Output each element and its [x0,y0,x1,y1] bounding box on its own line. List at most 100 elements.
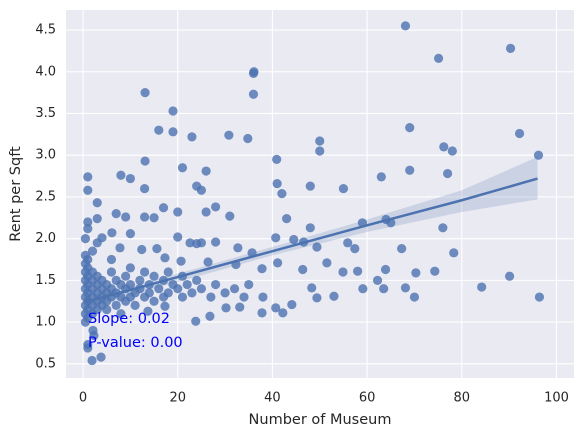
point [121,212,131,222]
point [196,284,207,294]
point [243,133,253,144]
point [271,233,281,243]
point [225,211,235,221]
point [211,237,221,247]
point [534,292,545,302]
point [312,293,322,303]
point [224,130,234,140]
point [244,279,254,290]
point [442,168,453,179]
point [187,132,197,142]
annotation: Slope: 0.02 [88,311,170,327]
point [149,213,159,223]
point [298,264,308,275]
point [96,352,106,362]
point [307,283,317,293]
point [203,257,213,267]
point [135,275,145,285]
point [258,292,268,302]
point [439,142,449,152]
y-axis-label: Rent per Sqft [8,146,24,242]
y-tick-label: 3.0 [35,148,56,163]
point [211,202,221,212]
point [139,183,150,194]
point [380,264,391,275]
point [312,242,322,252]
point [211,279,221,290]
x-axis-label: Number of Museum [249,412,392,428]
point [376,172,386,182]
point [143,306,153,316]
point [305,181,315,191]
point [87,355,97,366]
point [140,156,150,166]
point [149,271,159,281]
point [116,170,126,180]
point [130,300,140,311]
point [338,267,348,277]
point [149,296,159,306]
point [111,209,121,219]
point [83,185,93,195]
point [248,68,259,79]
point [89,330,99,341]
y-tick-label: 0.5 [35,356,56,371]
point [160,253,170,263]
point [272,154,282,164]
point [400,21,411,31]
point [177,292,188,302]
y-tick-label: 1.5 [35,273,56,288]
point [111,300,121,311]
point [257,308,267,318]
point [514,128,525,139]
y-tick-label: 2.0 [35,231,56,246]
point [125,263,135,273]
point [92,198,102,208]
point [80,250,91,260]
point [400,283,411,293]
point [125,173,135,184]
point [282,214,292,224]
point [353,266,363,276]
point [139,267,150,277]
x-tick-label: 80 [454,391,471,406]
point [173,284,183,294]
point [405,123,415,133]
y-tick-label: 2.5 [35,189,56,204]
point [233,243,243,253]
point [438,223,448,233]
point [80,234,91,244]
point [257,264,267,274]
point [83,343,93,353]
point [447,146,457,156]
point [221,303,231,313]
point [289,234,299,245]
point [220,288,230,298]
point [235,302,245,312]
point [201,166,211,176]
point [92,214,102,224]
point [477,282,487,292]
point [173,207,183,217]
point [192,275,202,285]
point [322,258,332,268]
point [163,288,173,298]
point [372,275,383,285]
point [125,229,135,239]
point [201,207,211,217]
point [505,271,515,281]
point [83,217,93,227]
point [168,106,178,116]
point [505,43,516,53]
point [277,188,287,199]
point [87,246,98,256]
point [271,303,281,313]
point [80,259,91,269]
y-tick-label: 4.0 [35,64,56,79]
point [343,238,353,248]
point [144,288,154,298]
point [533,150,544,160]
x-tick-label: 0 [79,391,87,406]
point [278,308,288,318]
point [229,284,240,294]
